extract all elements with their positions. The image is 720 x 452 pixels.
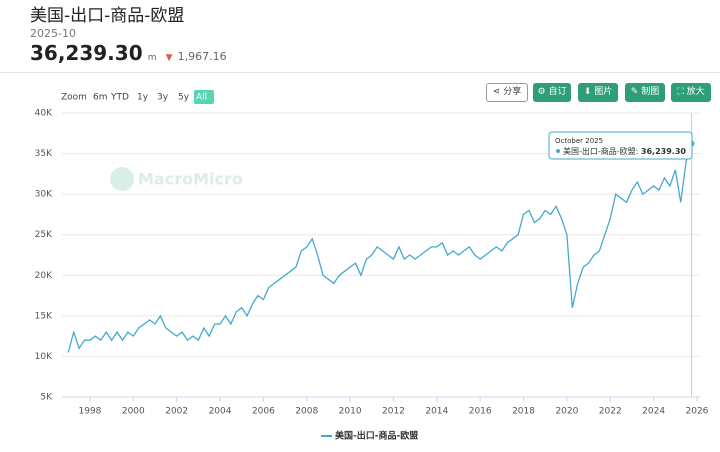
y-tick-label: 5K — [40, 393, 53, 403]
range-button[interactable]: 6m — [93, 93, 108, 103]
tooltip-name: 美国-出口-商品-欧盟 — [563, 146, 636, 156]
tooltip-box — [548, 131, 693, 160]
range-button[interactable]: 5y — [178, 93, 190, 103]
legend-label: 美国-出口-商品-欧盟 — [335, 430, 418, 442]
tooltip-dot — [556, 149, 560, 153]
y-tick-label: 35K — [35, 149, 53, 159]
x-tick-label: 2012 — [382, 407, 405, 417]
divider — [0, 72, 720, 73]
x-tick-label: 2010 — [339, 407, 362, 417]
value: 36,239.30 — [30, 41, 143, 65]
x-tick-label: 2014 — [425, 407, 448, 417]
label: 图片 — [594, 87, 613, 97]
unit: m — [147, 53, 157, 63]
label: 自订 — [548, 87, 567, 97]
x-tick-label: 2024 — [642, 407, 665, 417]
change: 1,967.16 — [177, 50, 227, 63]
title: 美国-出口-商品-欧盟 — [30, 6, 185, 26]
down-arrow: ▼ — [165, 53, 173, 63]
x-tick-label: 2004 — [209, 407, 232, 417]
watermark-logo — [110, 167, 134, 191]
custom-button[interactable]: ⚙ 自订 — [533, 83, 571, 102]
x-tick-label: 2002 — [165, 407, 188, 417]
range-button[interactable]: YTD — [110, 93, 129, 103]
value-row: 36,239.30 m ▼ 1,967.16 — [30, 41, 227, 65]
image-button[interactable]: ⬇ 图片 — [578, 83, 618, 102]
range-button[interactable]: All — [196, 93, 207, 103]
x-tick-label: 2000 — [122, 407, 145, 417]
range-button[interactable]: 1y — [137, 93, 149, 103]
draw-button[interactable]: ✎ 制图 — [625, 83, 665, 102]
y-tick-label: 15K — [35, 311, 53, 321]
tooltip-text: 美国-出口-商品-欧盟: 36,239.30 — [563, 146, 686, 156]
range-button[interactable]: 3y — [157, 93, 169, 103]
y-tick-label: 20K — [35, 271, 53, 281]
x-tick-label: 2016 — [469, 407, 492, 417]
label: 分享 — [503, 87, 522, 97]
x-tick-label: 2006 — [252, 407, 275, 417]
share-button[interactable]: ⋖ 分享 — [486, 83, 528, 102]
x-tick-label: 2022 — [599, 407, 622, 417]
y-tick-label: 25K — [35, 230, 53, 240]
range-button: Zoom — [61, 93, 87, 103]
range-active — [194, 90, 214, 104]
y-tick-label: 10K — [35, 352, 53, 362]
x-tick-label: 1998 — [79, 407, 102, 417]
x-tick-label: 2008 — [295, 407, 318, 417]
tooltip-value: 36,239.30 — [641, 147, 686, 156]
y-tick-label: 40K — [35, 109, 53, 119]
series-line — [67, 143, 693, 353]
label: 放大 — [686, 87, 705, 97]
tooltip-sep: : — [636, 147, 641, 156]
x-tick-label: 2020 — [555, 407, 578, 417]
tooltip-date: October 2025 — [555, 137, 603, 145]
x-tick-label: 2026 — [686, 407, 709, 417]
date: 2025-10 — [30, 27, 76, 40]
label: 制图 — [641, 87, 660, 97]
watermark: MacroMicro — [138, 170, 243, 189]
y-tick-label: 30K — [35, 190, 53, 200]
zoom-button[interactable]: ⛶ 放大 — [671, 83, 711, 102]
x-tick-label: 2018 — [512, 407, 535, 417]
